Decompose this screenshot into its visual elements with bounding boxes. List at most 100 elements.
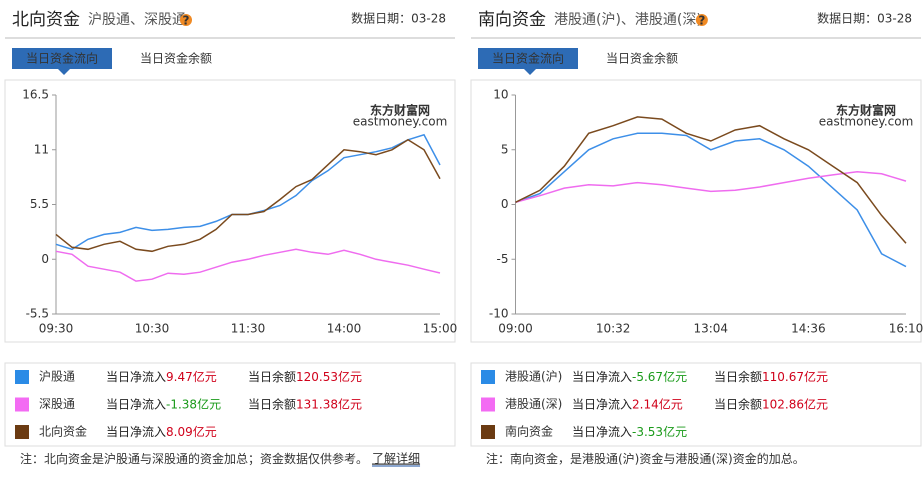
panel-title: 北向资金 沪股通、深股通 [12,10,186,30]
note-text: 注：北向资金是沪股通与深股通的资金加总；资金数据仅供参考。 [20,451,368,466]
y-tick-label: 0 [41,252,49,266]
x-tick-label: 10:30 [135,322,170,336]
inflow-value: -5.67亿元 [632,369,687,384]
x-tick-label: 13:04 [693,322,728,336]
y-tick-label: -10 [489,307,509,321]
inflow: 当日净流入-1.38亿元 [106,396,221,411]
note-link[interactable]: 了解详细 [372,451,420,466]
balance-value: 120.53亿元 [296,369,362,384]
inflow-label: 当日净流入 [572,425,632,439]
legend-name: 北向资金 [39,424,87,439]
subtitle: 港股通(沪)、港股通(深) [554,12,702,28]
title: 南向资金 [478,10,546,30]
legend-swatch [481,425,495,439]
legend-name: 港股通(沪) [505,370,562,384]
y-tick-label: 10 [493,88,508,102]
inflow-value: -3.53亿元 [632,424,687,439]
date-label: 数据日期：03-28 [351,11,446,26]
title: 北向资金 [12,10,80,30]
inflow: 当日净流入9.47亿元 [106,369,217,384]
tab[interactable]: 当日资金余额 [606,51,678,66]
legend-name: 沪股通 [39,370,75,384]
balance: 当日余额102.86亿元 [714,396,828,411]
inflow-label: 当日净流入 [106,425,166,439]
inflow-value: 8.09亿元 [166,424,217,439]
series-line [515,132,907,268]
balance: 当日余额131.38亿元 [248,396,362,411]
inflow: 当日净流入-5.67亿元 [572,369,687,384]
legend-swatch [481,397,495,412]
legend-swatch [15,425,29,439]
watermark: 东方财富网 [370,103,430,118]
y-tick-label: -5.5 [26,307,49,321]
x-tick-label: 14:00 [327,322,362,336]
help-mark: ? [183,14,190,28]
series-line [515,116,907,244]
y-tick-label: 0 [501,197,509,211]
balance-label: 当日余额 [714,396,762,411]
tab[interactable]: 当日资金流向 [26,51,98,66]
balance-label: 当日余额 [248,396,296,411]
note: 注：南向资金，是港股通(沪)资金与港股通(深)资金的加总。 [486,451,805,466]
x-tick-label: 09:30 [39,322,74,336]
subtitle: 沪股通、深股通 [88,12,186,28]
x-tick-label: 09:00 [498,322,533,336]
x-tick-label: 16:10 [889,322,923,336]
x-tick-label: 15:00 [423,322,458,336]
inflow-label: 当日净流入 [572,397,632,411]
tab-pointer [524,69,536,75]
inflow-value: -1.38亿元 [166,396,221,411]
balance-value: 102.86亿元 [762,396,828,411]
date-label: 数据日期：03-28 [817,11,912,26]
inflow-label: 当日净流入 [106,397,166,411]
tab[interactable]: 当日资金流向 [492,51,564,66]
inflow-label: 当日净流入 [106,370,166,384]
inflow-value: 2.14亿元 [632,396,683,411]
legend-name: 港股通(深) [505,397,562,411]
legend-swatch [481,370,495,384]
chart-box [470,79,922,343]
series-line [515,170,907,204]
help-icon[interactable] [180,14,192,26]
legend-table [470,362,922,447]
x-tick-label: 10:32 [596,322,631,336]
balance-label: 当日余额 [714,369,762,384]
y-tick-label: -5 [497,252,509,266]
tab[interactable]: 当日资金余额 [140,51,212,66]
panel-title: 南向资金 港股通(沪)、港股通(深) [478,10,702,30]
y-tick-label: 5 [501,142,509,156]
chart-box [4,79,456,343]
x-tick-label: 14:36 [791,322,826,336]
watermark-sub: eastmoney.com [819,115,914,129]
help-mark: ? [698,14,705,28]
inflow: 当日净流入8.09亿元 [106,424,217,439]
balance: 当日余额120.53亿元 [248,369,362,384]
x-tick-label: 11:30 [231,322,266,336]
y-tick-label: 5.5 [30,197,49,211]
tab-pointer [58,69,70,75]
inflow-value: 9.47亿元 [166,369,217,384]
note: 注：北向资金是沪股通与深股通的资金加总；资金数据仅供参考。 [20,451,368,466]
y-tick-label: 11 [34,142,49,156]
balance-value: 131.38亿元 [296,396,362,411]
inflow-label: 当日净流入 [572,370,632,384]
watermark: 东方财富网 [836,103,896,118]
help-icon[interactable] [695,14,708,26]
inflow: 当日净流入2.14亿元 [572,396,683,411]
balance-value: 110.67亿元 [762,369,828,384]
legend-swatch [15,370,29,384]
legend-name: 南向资金 [505,424,553,439]
inflow: 当日净流入-3.53亿元 [572,424,687,439]
legend-swatch [15,397,29,412]
watermark-sub: eastmoney.com [353,115,448,129]
series-line [55,138,441,253]
balance-label: 当日余额 [248,369,296,384]
note-text: 注：南向资金，是港股通(沪)资金与港股通(深)资金的加总。 [486,451,805,466]
series-line [55,248,441,282]
active-tab[interactable] [478,48,578,69]
balance: 当日余额110.67亿元 [714,369,828,384]
active-tab[interactable] [12,48,112,69]
